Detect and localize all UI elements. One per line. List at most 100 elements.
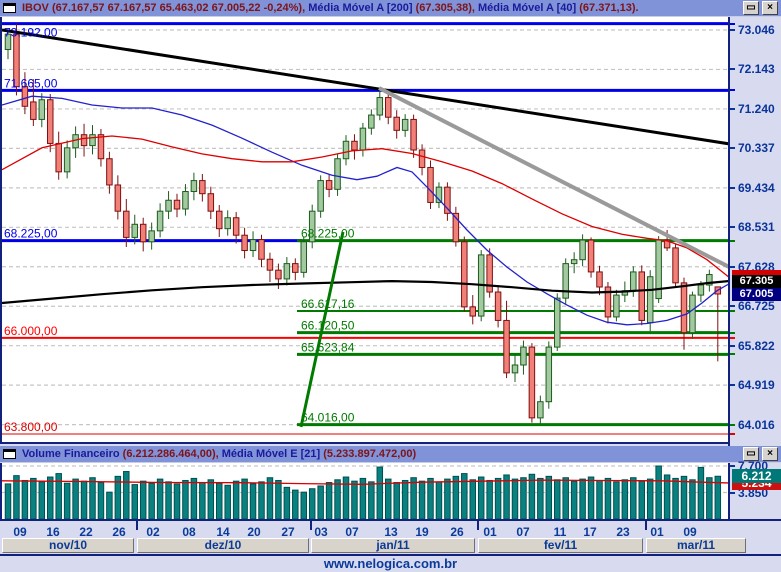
date-tick-label: 13 [384, 525, 398, 539]
volume-bar [182, 479, 189, 519]
candle [545, 346, 553, 403]
price-line-label: 65.623,84 [301, 340, 355, 354]
volume-chart-canvas[interactable] [0, 463, 728, 519]
close-button[interactable]: × [762, 447, 778, 461]
candle [148, 230, 155, 243]
candle [249, 239, 257, 252]
candle [444, 186, 451, 214]
volume-bar [300, 491, 307, 519]
month-button[interactable]: mar/11 [646, 538, 746, 553]
price-plot-svg: 73.192,00 71.665,00 68.225,00 68.225,00 66.6… [2, 22, 728, 435]
volume-bar [596, 479, 603, 519]
candle [4, 33, 12, 50]
date-tick-label: 01 [483, 525, 497, 539]
volume-bar [148, 482, 155, 519]
price-axis-label: 73.046 [738, 23, 775, 37]
candle [292, 263, 299, 273]
hline-axis-tick [730, 423, 735, 426]
price-pane-title: IBOV (67.167,57 67.167,57 65.463,02 67.0… [22, 2, 639, 14]
volume-bar [385, 478, 392, 519]
volume-bar [621, 479, 629, 519]
candle [537, 401, 544, 419]
candle [258, 239, 265, 260]
candle [486, 254, 493, 293]
volume-bar [308, 488, 316, 519]
date-tick-label: 27 [281, 525, 295, 539]
volume-pane-titlebar[interactable]: Volume Financeiro (6.212.286.464,00), Mé… [0, 446, 781, 463]
volume-bar [232, 480, 240, 519]
volume-bar [435, 481, 443, 519]
candle [418, 149, 426, 168]
candle [199, 180, 206, 195]
axis-tick-mark [730, 491, 735, 494]
volume-bar [80, 480, 88, 519]
axis-tick-mark [730, 147, 735, 150]
price-line-label: 66.617,16 [301, 297, 355, 311]
volume-bar [199, 482, 206, 519]
volume-bar [494, 477, 502, 519]
candle [38, 99, 46, 120]
title-segment: (67.371,13). [579, 2, 639, 14]
date-axis[interactable]: 09 16 22 26 02 08 14 20 27 03 07 13 19 26 01 07 11 17 23 01… [0, 519, 781, 539]
candle [596, 271, 603, 288]
volume-bar [216, 482, 223, 519]
candle [232, 217, 240, 236]
volume-bar [207, 479, 215, 519]
price-axis[interactable]: 73.046 72.143 71.240 70.337 69.434 68.531 67.6… [728, 17, 781, 446]
candle [334, 158, 341, 190]
candle [410, 118, 417, 151]
price-line-label: 66.120,50 [301, 319, 355, 333]
volume-bar [275, 479, 282, 519]
month-button[interactable]: jan/11 [311, 538, 475, 553]
volume-bar [655, 465, 662, 519]
axis-tick-mark [730, 305, 735, 308]
candle [469, 306, 476, 317]
date-tick-label: 11 [553, 525, 567, 539]
date-tick-label: 19 [415, 525, 429, 539]
maximize-button[interactable]: ▭ [743, 447, 759, 461]
price-pane-titlebar[interactable]: IBOV (67.167,57 67.167,57 65.463,02 67.0… [0, 0, 781, 17]
candle [385, 97, 392, 118]
candle [579, 239, 586, 261]
candle [427, 166, 434, 203]
date-tick-label: 09 [13, 525, 27, 539]
volume-bar [21, 479, 29, 519]
month-button[interactable]: fev/11 [478, 538, 643, 553]
volume-bar [190, 477, 198, 519]
candle [646, 276, 654, 324]
hline-axis-tick [730, 22, 735, 25]
volume-bar [325, 482, 333, 519]
month-button[interactable]: dez/10 [137, 538, 309, 553]
title-segment: (5.233.897.472,00) [323, 448, 417, 460]
volume-bar [444, 478, 451, 519]
candle [570, 259, 578, 265]
volume-bar [258, 481, 265, 519]
date-tick-label: 02 [146, 525, 160, 539]
candle [587, 239, 595, 273]
candle [494, 291, 502, 321]
price-axis-label: 66.725 [738, 299, 775, 314]
volume-bar [630, 477, 637, 519]
axis-tick-mark [730, 265, 735, 268]
volume-bar [376, 466, 384, 519]
volume-bar [613, 481, 620, 519]
candle [131, 223, 138, 238]
close-button[interactable]: × [762, 1, 778, 15]
volume-bar [706, 477, 713, 519]
month-button[interactable]: nov/10 [2, 538, 134, 553]
month-separator-tick [135, 521, 138, 530]
candle [63, 147, 71, 173]
volume-bar [63, 482, 71, 519]
candle [114, 184, 122, 212]
maximize-button[interactable]: ▭ [743, 1, 759, 15]
candle [13, 33, 20, 88]
volume-plot-svg [2, 465, 728, 519]
date-tick-label: 03 [314, 525, 328, 539]
candle [562, 263, 569, 299]
candle [351, 140, 358, 151]
volume-bar [418, 480, 426, 519]
price-chart-canvas[interactable]: 73.192,00 71.665,00 68.225,00 68.225,00 66.6… [0, 17, 728, 444]
volume-bar [38, 481, 46, 519]
